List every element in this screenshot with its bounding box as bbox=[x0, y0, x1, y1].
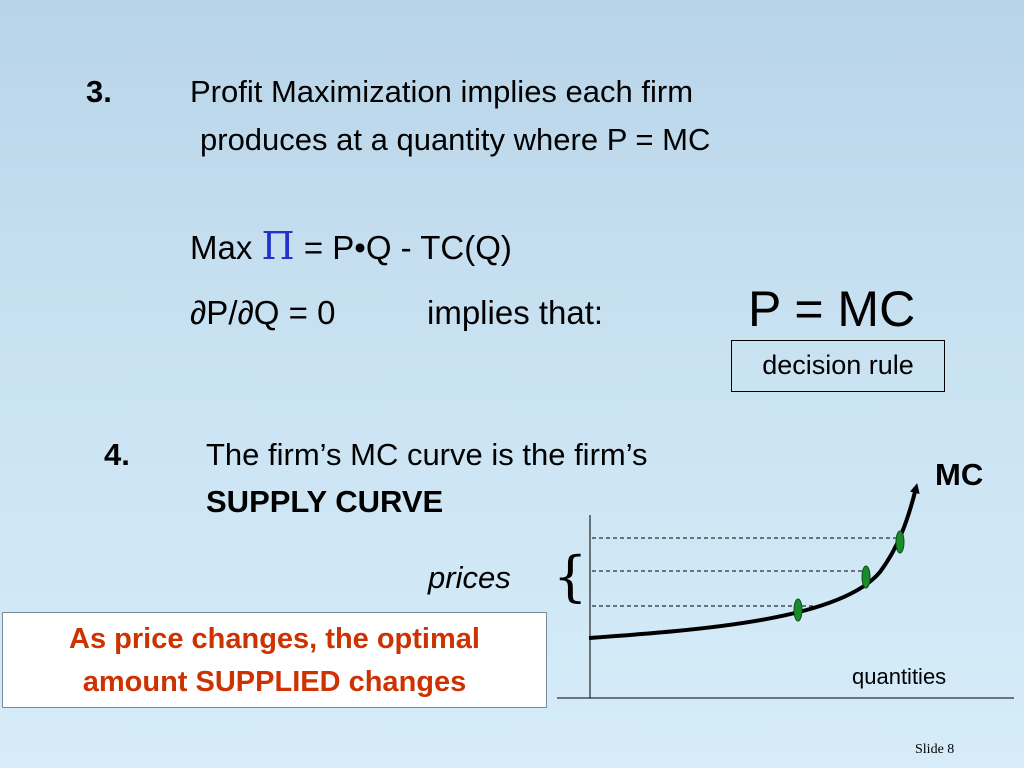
p-equals-mc: P = MC bbox=[748, 281, 916, 337]
section-3-line-1: Profit Maximization implies each firm bbox=[190, 74, 694, 109]
mc-curve-label: MC bbox=[935, 457, 984, 492]
callout-box: As price changes, the optimal amount SUP… bbox=[2, 612, 547, 708]
section-3-line-2: produces at a quantity where P = MC bbox=[200, 122, 711, 157]
mc-curve bbox=[588, 483, 920, 640]
max-profit-equation: Max Π = P•Q - TC(Q) bbox=[190, 224, 512, 268]
prices-label: prices bbox=[428, 560, 511, 595]
supply-point-high bbox=[895, 530, 905, 554]
supply-point-mid bbox=[861, 565, 871, 589]
prices-brace: { bbox=[553, 545, 588, 608]
callout-line-2: amount SUPPLIED changes bbox=[82, 666, 467, 698]
x-axis-label: quantities bbox=[852, 664, 947, 689]
supply-point-low bbox=[793, 598, 803, 622]
callout-line-1: As price changes, the optimal bbox=[69, 623, 480, 655]
max-label: Max bbox=[190, 229, 253, 266]
derivative-condition: ∂P/∂Q = 0 bbox=[190, 294, 336, 331]
max-expression: = P•Q - TC(Q) bbox=[303, 229, 512, 266]
pi-symbol: Π bbox=[261, 224, 295, 268]
implies-text: implies that: bbox=[427, 294, 604, 331]
decision-rule-box: decision rule bbox=[731, 340, 945, 392]
section-4-line-2: SUPPLY CURVE bbox=[206, 484, 444, 519]
section-4-line-1: The firm’s MC curve is the firm’s bbox=[206, 437, 648, 472]
section-4-number: 4. bbox=[104, 437, 130, 472]
slide-number: Slide 8 bbox=[915, 742, 955, 757]
section-3-number: 3. bbox=[86, 74, 112, 109]
